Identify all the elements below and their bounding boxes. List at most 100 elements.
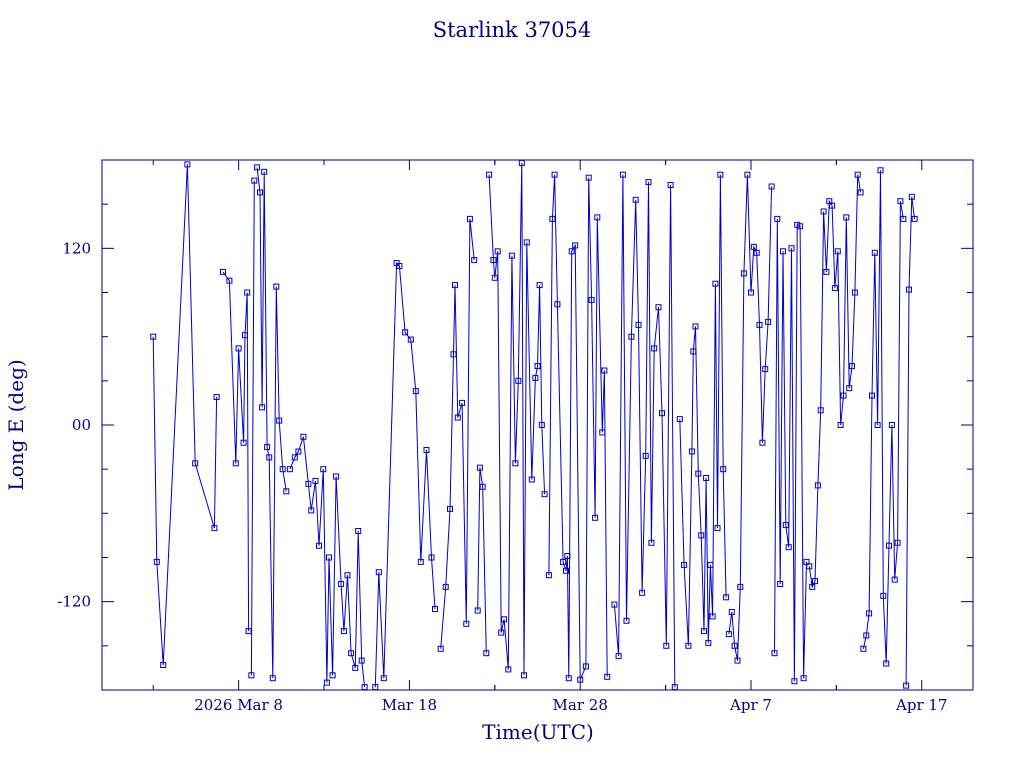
data-point (560, 558, 567, 565)
data-point (777, 581, 784, 587)
data-point (809, 583, 816, 590)
data-point (286, 466, 293, 473)
data-point (681, 561, 688, 568)
series-line-10 (548, 174, 608, 680)
data-point (849, 363, 855, 370)
data-point (463, 620, 470, 627)
series-line-6 (374, 261, 436, 688)
data-point (279, 466, 286, 473)
y-tick-label: 00 (72, 416, 91, 434)
data-point (740, 270, 747, 277)
data-point (160, 662, 167, 668)
x-tick-label: Mar 28 (553, 696, 608, 714)
data-point (725, 631, 732, 638)
data-point (423, 447, 430, 453)
data-point (831, 285, 838, 292)
data-point (150, 333, 157, 340)
data-point (748, 289, 754, 296)
data-point (244, 289, 251, 296)
data-point (840, 392, 847, 399)
data-point (501, 616, 508, 623)
series-line-11 (613, 174, 676, 688)
data-point (604, 673, 611, 680)
data-point (888, 422, 895, 428)
data-point (688, 448, 695, 455)
data-point (717, 171, 724, 178)
data-point (498, 629, 505, 636)
y-tick-label: 120 (62, 239, 91, 257)
data-point (273, 283, 280, 290)
data-point (846, 385, 853, 392)
data-point (447, 505, 453, 512)
data-point (659, 410, 665, 417)
data-point (906, 286, 912, 293)
series-line-9 (488, 162, 546, 676)
data-point (720, 466, 727, 473)
data-point (785, 544, 792, 551)
series-line-1 (152, 164, 218, 666)
data-point (642, 452, 649, 459)
data-point (585, 174, 592, 181)
data-point (213, 394, 220, 400)
x-axis-label: Time(UTC) (482, 720, 594, 744)
data-point (791, 678, 798, 685)
data-point (594, 214, 601, 221)
data-point (908, 193, 915, 200)
data-point (667, 182, 674, 188)
data-point (232, 460, 239, 467)
data-point (663, 642, 670, 649)
x-tick-label: Apr 17 (895, 696, 947, 714)
data-point (651, 345, 658, 352)
data-point (780, 248, 786, 255)
data-point (599, 429, 606, 436)
data-point (491, 274, 498, 281)
data-point (454, 414, 461, 421)
data-point (632, 196, 639, 203)
data-point (698, 532, 705, 539)
data-point (563, 567, 569, 574)
data-point (723, 594, 730, 601)
data-point (771, 650, 778, 657)
data-point (860, 645, 867, 652)
data-point (568, 248, 575, 255)
data-point (707, 561, 714, 568)
data-point (295, 448, 302, 455)
data-point (900, 215, 907, 222)
data-point (512, 460, 519, 467)
data-point (541, 491, 548, 498)
data-point (737, 583, 744, 590)
data-point (417, 558, 424, 565)
data-point (551, 171, 558, 178)
data-point (854, 171, 861, 178)
data-point (880, 592, 887, 599)
series-line-8 (477, 467, 487, 654)
data-point (762, 366, 769, 373)
data-point (592, 514, 599, 521)
data-point (486, 171, 493, 178)
data-point (820, 208, 827, 215)
x-tick-label: 2026 Mar 8 (194, 696, 283, 714)
data-point (750, 243, 757, 250)
data-point (396, 263, 403, 269)
series-line-15 (808, 174, 862, 589)
data-point (588, 296, 595, 303)
series-layer (152, 162, 916, 688)
data-point (254, 164, 261, 171)
data-point (788, 245, 795, 252)
data-point (645, 179, 652, 186)
data-point (536, 282, 543, 289)
data-point (494, 248, 501, 255)
data-point (226, 277, 233, 284)
data-point (240, 439, 247, 446)
data-point (714, 525, 721, 532)
data-point (476, 464, 483, 471)
marker-layer (150, 160, 918, 690)
series-line-5 (289, 436, 366, 688)
data-point (812, 578, 818, 585)
data-point (765, 318, 772, 325)
data-point (782, 522, 789, 529)
data-point (505, 666, 512, 673)
data-point (466, 215, 473, 222)
data-point (402, 329, 409, 336)
